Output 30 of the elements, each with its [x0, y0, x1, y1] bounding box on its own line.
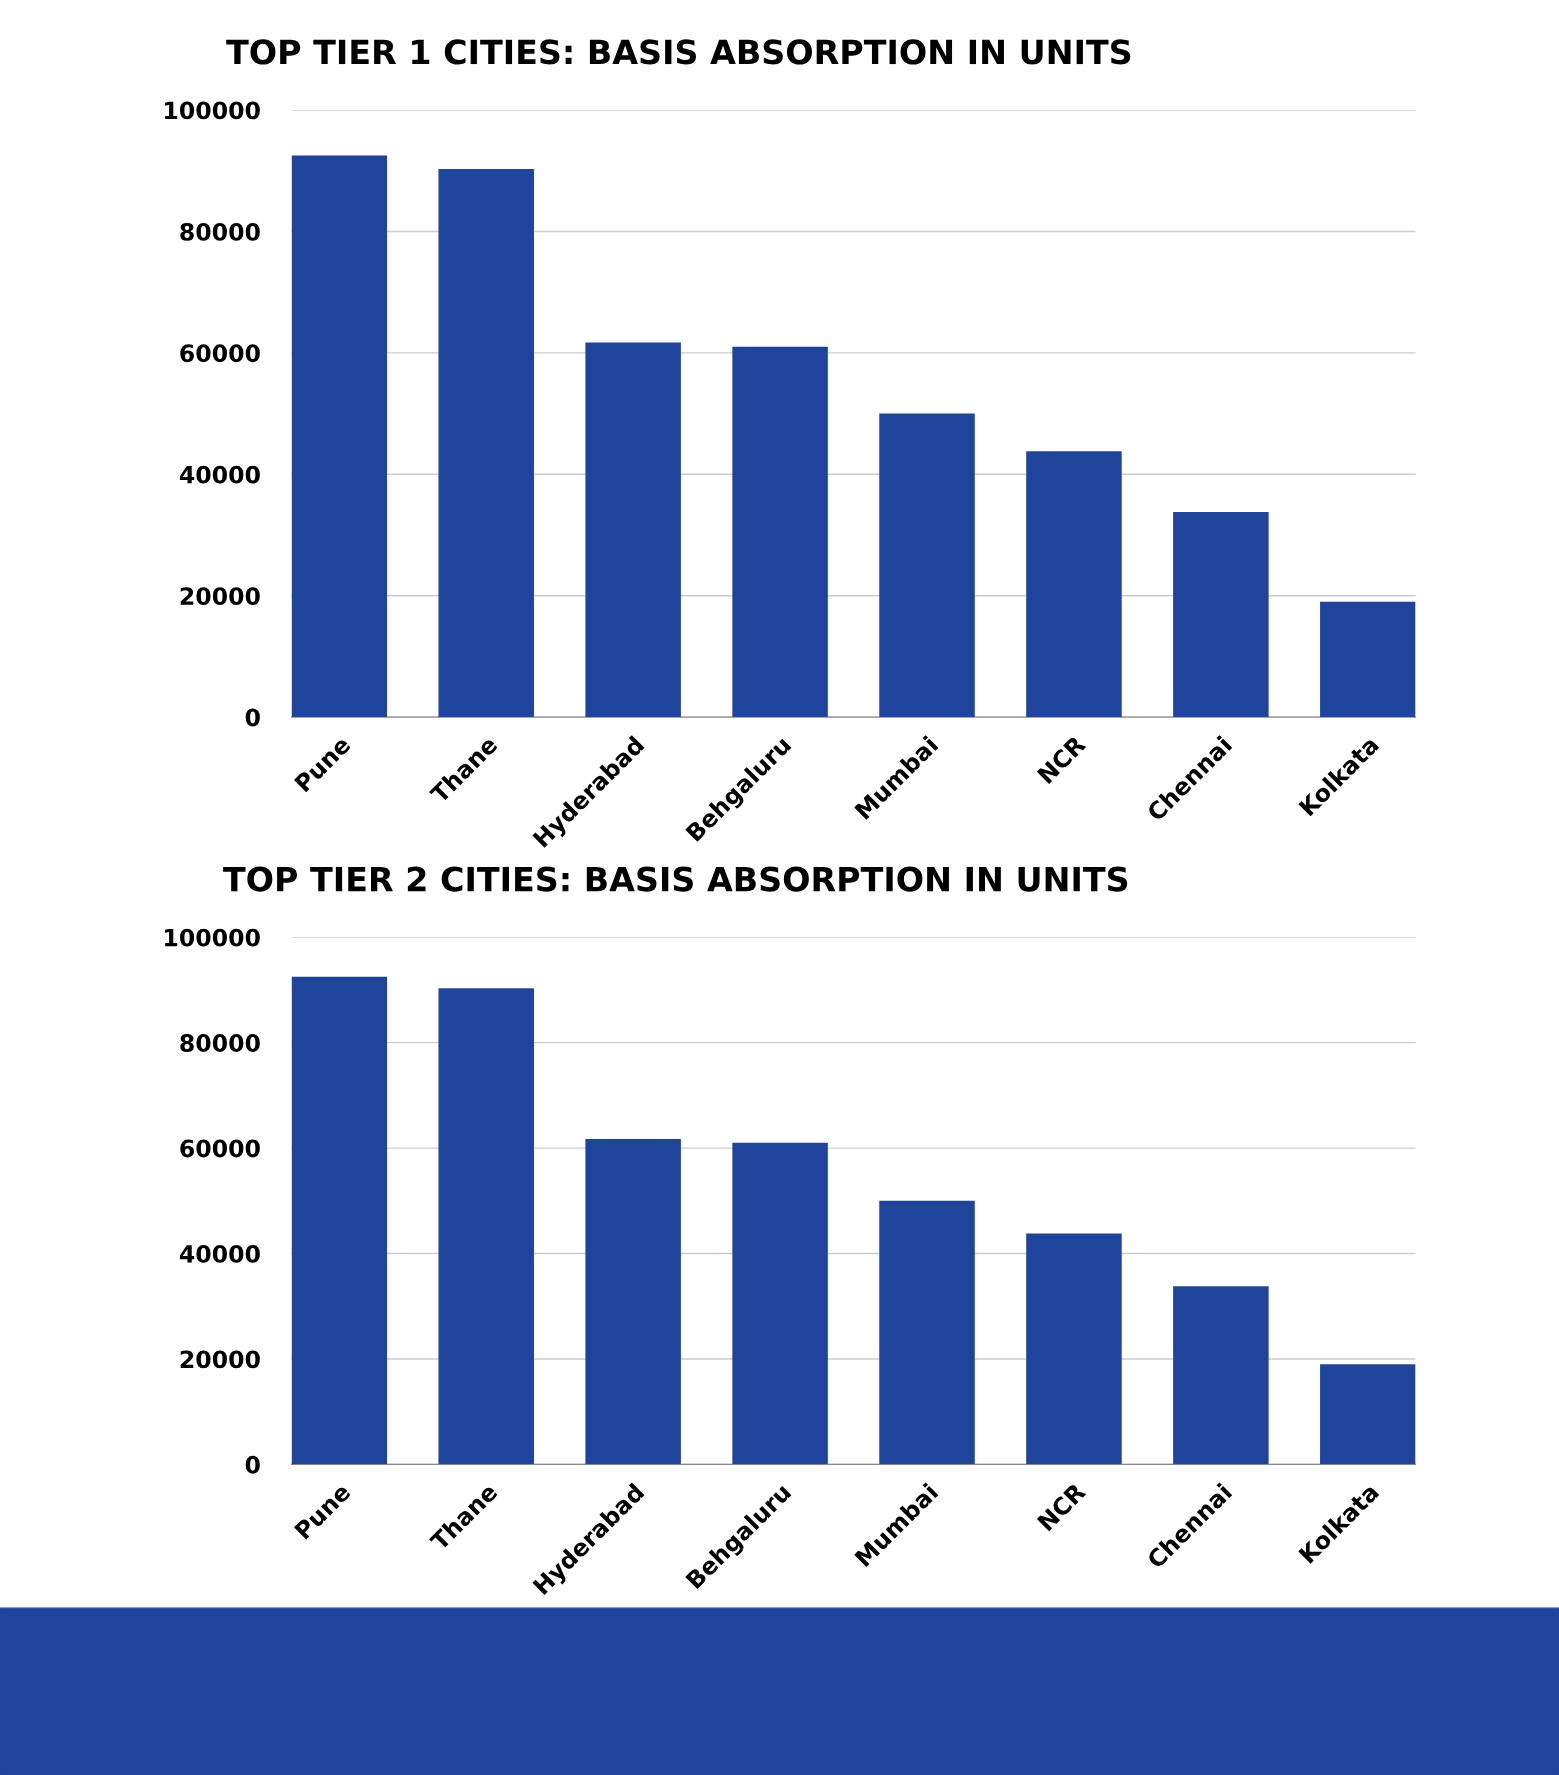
chart-title: TOP TIER 1 CITIES: BASIS ABSORPTION IN UNITS	[226, 39, 1131, 65]
bar	[732, 346, 828, 718]
y-tick-label: 100000	[165, 101, 260, 120]
bar	[1320, 601, 1416, 718]
bar	[1026, 1233, 1122, 1465]
y-tick-label: 20000	[180, 587, 260, 605]
y-tick-label: 40000	[179, 465, 260, 484]
bar	[291, 155, 388, 718]
bar	[585, 342, 681, 718]
y-tick-label: 60000	[180, 1139, 260, 1158]
bar	[438, 168, 534, 718]
y-tick-label: 40000	[179, 1244, 260, 1263]
bar	[291, 976, 388, 1465]
y-tick-label: 20000	[180, 1350, 260, 1369]
bar	[585, 1139, 681, 1465]
y-tick-label: 80000	[180, 1034, 260, 1052]
bar	[1173, 1286, 1269, 1465]
chart-title: TOP TIER 2 CITIES: BASIS ABSORPTION IN UNITS	[223, 866, 1128, 892]
y-tick-label: 60000	[180, 344, 260, 363]
y-tick-label: 100000	[165, 928, 260, 947]
bar	[438, 988, 534, 1465]
y-tick-label: 0	[245, 708, 260, 727]
y-tick-label: 0	[245, 1455, 260, 1474]
bar	[879, 1200, 975, 1465]
bar	[1026, 451, 1122, 718]
bar	[879, 413, 975, 718]
y-tick-label: 80000	[180, 222, 260, 241]
bar	[732, 1142, 828, 1465]
bar	[1320, 1364, 1416, 1465]
bar	[1173, 511, 1269, 718]
